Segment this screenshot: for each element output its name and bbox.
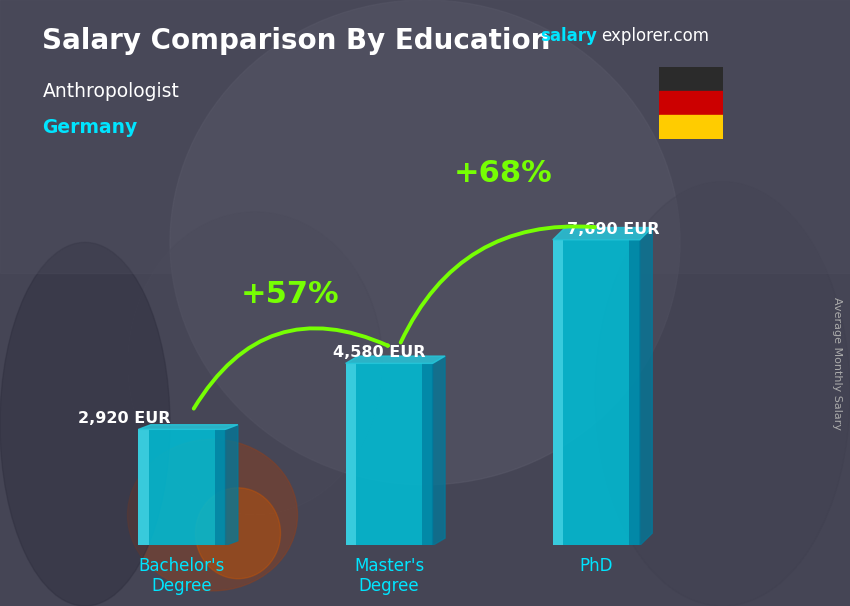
FancyBboxPatch shape (422, 364, 433, 545)
FancyBboxPatch shape (139, 429, 149, 545)
FancyBboxPatch shape (215, 429, 225, 545)
Text: Salary Comparison By Education: Salary Comparison By Education (42, 27, 551, 55)
Text: +57%: +57% (241, 281, 339, 310)
Text: explorer.com: explorer.com (601, 27, 709, 45)
Bar (0, 0, 850, 273)
Ellipse shape (595, 182, 850, 606)
Text: 2,920 EUR: 2,920 EUR (77, 411, 170, 426)
Polygon shape (225, 425, 238, 545)
Polygon shape (139, 425, 238, 429)
FancyBboxPatch shape (346, 364, 356, 545)
Text: Anthropologist: Anthropologist (42, 82, 179, 101)
Polygon shape (346, 356, 445, 364)
Ellipse shape (0, 242, 170, 606)
Ellipse shape (196, 488, 280, 579)
Text: 7,690 EUR: 7,690 EUR (567, 222, 659, 237)
Ellipse shape (128, 439, 298, 591)
Ellipse shape (128, 212, 382, 515)
Text: Germany: Germany (42, 118, 138, 137)
Bar (659, 67, 722, 91)
Bar (659, 115, 722, 139)
Ellipse shape (170, 0, 680, 485)
Text: +68%: +68% (454, 159, 552, 188)
Text: Average Monthly Salary: Average Monthly Salary (832, 297, 842, 430)
Text: salary: salary (540, 27, 597, 45)
Polygon shape (433, 356, 445, 545)
Polygon shape (640, 227, 652, 545)
FancyBboxPatch shape (346, 364, 433, 545)
FancyArrowPatch shape (400, 227, 595, 342)
FancyBboxPatch shape (552, 240, 564, 545)
FancyBboxPatch shape (552, 240, 640, 545)
Text: 4,580 EUR: 4,580 EUR (332, 345, 425, 361)
FancyBboxPatch shape (629, 240, 640, 545)
FancyBboxPatch shape (139, 429, 225, 545)
Bar (659, 91, 722, 115)
FancyArrowPatch shape (194, 328, 388, 408)
Polygon shape (552, 227, 652, 240)
